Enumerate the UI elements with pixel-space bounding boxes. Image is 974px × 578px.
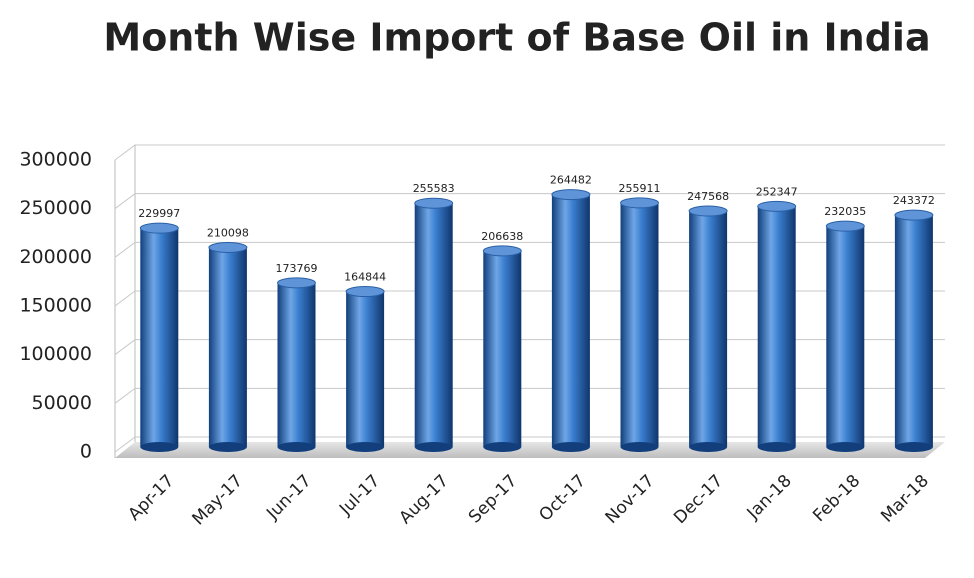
x-tick-label: Oct-17: [535, 471, 590, 526]
bar: [277, 282, 316, 447]
x-tick-label: Apr-17: [125, 471, 179, 525]
bar-top: [482, 245, 522, 257]
x-tick-label: Jul-17: [335, 471, 384, 520]
bar-top: [208, 242, 248, 254]
grid-line: [114, 436, 945, 453]
x-tick-label: Aug-17: [396, 471, 453, 528]
y-tick-label: 300000: [19, 149, 92, 171]
bar-base: [208, 442, 247, 452]
bar-base: [620, 442, 659, 452]
value-label: 255911: [619, 182, 661, 195]
value-label: 164844: [344, 271, 386, 284]
value-label: 243372: [893, 194, 935, 207]
bar-top: [345, 286, 385, 298]
bar-base: [757, 442, 796, 452]
bar-base: [551, 442, 590, 452]
y-tick-label: 100000: [19, 343, 92, 365]
y-tick-label: 150000: [19, 295, 92, 317]
bar-base: [483, 442, 522, 452]
bar: [551, 194, 590, 447]
grid-line: [114, 193, 945, 210]
value-label: 229997: [138, 207, 180, 220]
bar-base: [277, 442, 316, 452]
y-tick-label: 250000: [19, 197, 92, 219]
x-tick-label: May-17: [189, 471, 247, 529]
value-label: 264482: [550, 174, 592, 187]
grid-line: [114, 290, 945, 307]
y-tick-label: 50000: [32, 392, 92, 414]
bar-base: [894, 442, 933, 452]
x-tick-label: Mar-18: [877, 471, 933, 527]
bar: [140, 228, 179, 447]
bar: [757, 206, 796, 447]
value-label: 252347: [756, 185, 798, 198]
bar-top: [688, 205, 728, 217]
value-label: 173769: [276, 262, 318, 275]
grid-line: [114, 241, 945, 258]
floor: [115, 442, 945, 458]
x-tick-label: Jan-18: [743, 471, 796, 524]
bar: [826, 226, 865, 447]
bar-base: [689, 442, 728, 452]
x-tick-label: Dec-17: [670, 471, 727, 528]
x-tick-label: Feb-18: [809, 471, 864, 526]
bar-top: [277, 277, 316, 289]
bar-base: [826, 442, 865, 452]
value-label: 206638: [481, 230, 523, 243]
bar-base: [346, 442, 385, 452]
bar-top: [139, 222, 179, 234]
bar-top: [825, 220, 865, 232]
x-tick-label: Jun-17: [262, 471, 315, 524]
y-tick-label: 200000: [19, 246, 92, 268]
x-tick-label: Sep-17: [465, 471, 521, 527]
bar: [346, 291, 385, 447]
bar-top: [414, 197, 454, 209]
bar-base: [414, 442, 453, 452]
bar: [414, 203, 453, 447]
value-label: 247568: [687, 190, 729, 203]
value-label: 255583: [413, 182, 455, 195]
bar: [894, 215, 933, 447]
x-tick-label: Nov-17: [602, 471, 659, 528]
value-label: 232035: [824, 205, 866, 218]
grid-line: [114, 144, 945, 161]
y-tick-label: 0: [80, 441, 92, 463]
value-label: 210098: [207, 227, 249, 240]
bar-top: [757, 200, 797, 212]
bar: [620, 202, 659, 447]
grid-line: [114, 339, 945, 356]
bar: [483, 250, 522, 447]
bar-top: [894, 209, 934, 221]
bar: [208, 247, 247, 447]
bar: [689, 211, 728, 447]
bar-top: [620, 197, 659, 209]
bar-top: [551, 189, 591, 201]
bar-base: [140, 442, 179, 452]
grid-line: [114, 387, 945, 404]
chart-title: Month Wise Import of Base Oil in India: [103, 16, 930, 60]
